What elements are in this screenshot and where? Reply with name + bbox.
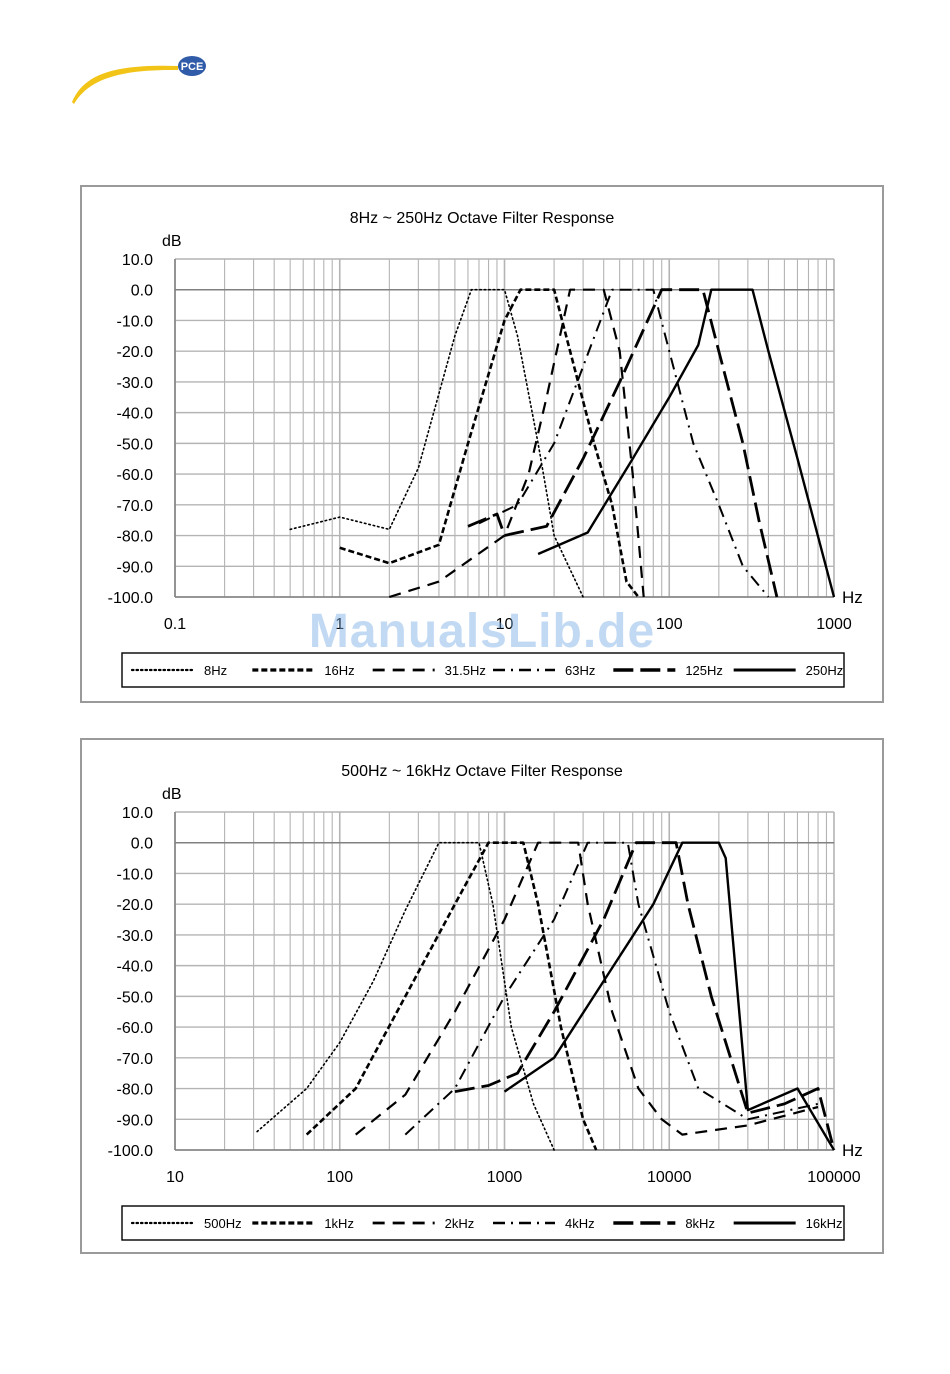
chart-frame-high: 500Hz ~ 16kHz Octave Filter Response dB 10… bbox=[80, 738, 884, 1254]
y-tick-label: -70.0 bbox=[117, 1051, 154, 1068]
y-tick-label: -30.0 bbox=[117, 375, 154, 392]
x-tick-label: 1000 bbox=[487, 1169, 523, 1186]
grid bbox=[174, 811, 835, 1151]
y-tick-label: -30.0 bbox=[117, 928, 154, 945]
y-tick-label: -70.0 bbox=[117, 498, 154, 515]
y-tick-label: -60.0 bbox=[117, 1020, 154, 1037]
series-line-16khz bbox=[503, 841, 836, 1151]
legend: 8Hz 16Hz 31.5Hz 63Hz 125Hz 250Hz bbox=[121, 652, 845, 688]
logo-text: PCE bbox=[181, 61, 204, 73]
y-tick-label: -40.0 bbox=[117, 959, 154, 976]
y-tick-label: 0.0 bbox=[131, 836, 153, 853]
legend-label: 4kHz bbox=[565, 1216, 595, 1231]
series-line-16hz bbox=[339, 288, 640, 598]
x-tick-label: 0.1 bbox=[164, 616, 186, 633]
grid bbox=[174, 258, 835, 598]
legend: 500Hz 1kHz 2kHz 4kHz 8kHz 16kHz bbox=[121, 1205, 845, 1241]
legend-label: 16kHz bbox=[806, 1216, 843, 1231]
legend-label: 8Hz bbox=[204, 663, 227, 678]
logo-swoosh bbox=[72, 65, 178, 104]
legend-box bbox=[121, 652, 845, 688]
y-tick-label: -10.0 bbox=[117, 313, 154, 330]
series-line-63hz bbox=[478, 288, 770, 598]
series-line-2khz bbox=[355, 841, 819, 1136]
octave-chart-low: 8Hz ~ 250Hz Octave Filter ResponsedB10.0… bbox=[108, 210, 863, 688]
y-tick-label: -60.0 bbox=[117, 467, 154, 484]
y-tick-label: -50.0 bbox=[117, 436, 154, 453]
legend-label: 2kHz bbox=[445, 1216, 475, 1231]
logo-badge bbox=[178, 56, 206, 76]
legend-label: 31.5Hz bbox=[445, 663, 486, 678]
legend-label: 250Hz bbox=[806, 663, 844, 678]
chart-title: 500Hz ~ 16kHz Octave Filter Response bbox=[341, 763, 623, 780]
series-line-250hz bbox=[537, 288, 836, 598]
y-tick-label: -20.0 bbox=[117, 344, 154, 361]
y-tick-label: -50.0 bbox=[117, 989, 154, 1006]
legend-label: 16Hz bbox=[324, 663, 354, 678]
x-tick-label: 10 bbox=[166, 1169, 184, 1186]
pce-logo: PCE bbox=[72, 56, 206, 104]
x-tick-label: 1000 bbox=[816, 616, 852, 633]
y-tick-label: -80.0 bbox=[117, 529, 154, 546]
series-line-125hz bbox=[467, 288, 779, 598]
x-axis-label: Hz bbox=[842, 1141, 863, 1160]
x-tick-label: 1 bbox=[335, 616, 344, 633]
y-tick-label: -90.0 bbox=[117, 1112, 154, 1129]
y-tick-label: -10.0 bbox=[117, 866, 154, 883]
octave-chart-high: 500Hz ~ 16kHz Octave Filter Response dB 10… bbox=[108, 763, 863, 1241]
x-tick-label: 10 bbox=[496, 616, 514, 633]
chart-title: 8Hz ~ 250Hz Octave Filter Response bbox=[350, 210, 615, 227]
y-axis-label: dB bbox=[162, 233, 182, 250]
series-line-31-5hz bbox=[388, 288, 645, 599]
y-tick-label: 10.0 bbox=[122, 252, 153, 269]
series-line-4khz bbox=[404, 841, 819, 1136]
y-tick-label: 0.0 bbox=[131, 283, 153, 300]
y-tick-label: -90.0 bbox=[117, 559, 154, 576]
series-line-8hz bbox=[289, 288, 584, 598]
y-tick-label: -40.0 bbox=[117, 406, 154, 423]
legend-label: 500Hz bbox=[204, 1216, 242, 1231]
legend-box bbox=[121, 1205, 845, 1241]
x-tick-label: 10000 bbox=[647, 1169, 692, 1186]
y-tick-label: -100.0 bbox=[108, 1143, 153, 1160]
x-tick-label: 100 bbox=[326, 1169, 353, 1186]
x-tick-label: 100000 bbox=[807, 1169, 860, 1186]
y-axis-label: dB bbox=[162, 786, 182, 803]
y-tick-label: -80.0 bbox=[117, 1082, 154, 1099]
legend-label: 125Hz bbox=[685, 663, 723, 678]
legend-label: 63Hz bbox=[565, 663, 595, 678]
x-axis-label: Hz bbox=[842, 588, 863, 607]
x-tick-label: 100 bbox=[656, 616, 683, 633]
legend-label: 8kHz bbox=[685, 1216, 715, 1231]
y-tick-label: -20.0 bbox=[117, 897, 154, 914]
legend-label: 1kHz bbox=[324, 1216, 354, 1231]
series-line-1khz bbox=[305, 841, 598, 1151]
y-tick-label: -100.0 bbox=[108, 590, 153, 607]
y-tick-label: 10.0 bbox=[122, 805, 153, 822]
chart-frame-low: 8Hz ~ 250Hz Octave Filter Response dB 10.0… bbox=[80, 185, 884, 703]
series-line-8khz bbox=[454, 841, 836, 1151]
series-line-500hz bbox=[256, 841, 555, 1151]
